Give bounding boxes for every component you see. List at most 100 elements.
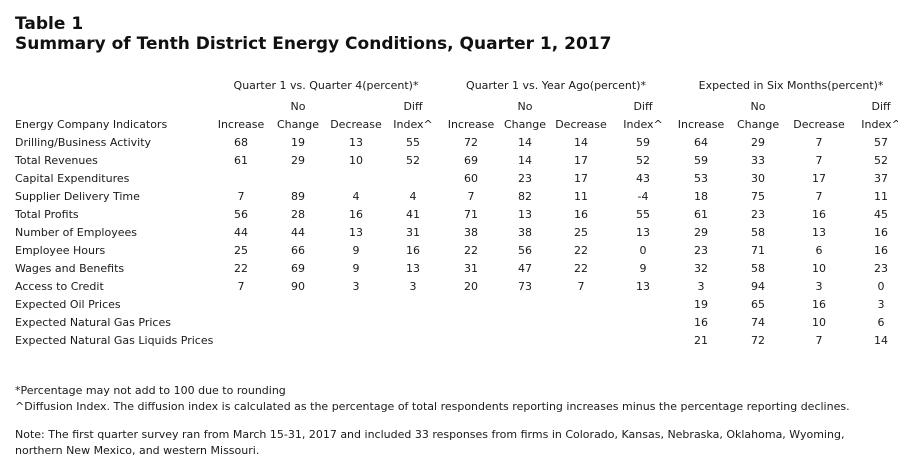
table-cell: 7 [237, 280, 245, 293]
table-row: Total Revenues 61 29 10 52 69 14 17 52 59 33 7 52 [12, 152, 898, 170]
table-cell: 13 [406, 262, 420, 275]
subheader-top-cell: No [750, 100, 766, 113]
table-cell [502, 314, 548, 332]
table-cell [270, 314, 326, 332]
table-cell: 13 [349, 226, 363, 239]
table-cell: 69 [291, 262, 305, 275]
table-cell: 16 [406, 244, 420, 257]
table-cell: 18 [694, 190, 709, 203]
column-header: Change [276, 118, 320, 131]
table-cell: 14 [518, 154, 532, 167]
table-cell: 31 [464, 262, 478, 275]
table-cell [270, 296, 326, 314]
table-cell: 17 [574, 172, 588, 185]
table-cell: 7 [577, 280, 585, 293]
table-cell [440, 296, 502, 314]
table-row: Supplier Delivery Time 7 89 4 4 7 82 11 -4 18 75 7 1… [12, 188, 898, 206]
energy-conditions-table: Quarter 1 vs. Quarter 4(percent)* Quarte… [12, 74, 898, 350]
table-cell: 9 [639, 262, 647, 275]
table-cell: 0 [877, 280, 885, 293]
table-cell: 16 [694, 316, 709, 329]
table-cell: 20 [464, 280, 478, 293]
table-cell [614, 314, 672, 332]
table-cell: 75 [751, 190, 766, 203]
table-cell: 71 [751, 244, 766, 257]
row-label: Employee Hours [15, 244, 106, 257]
table-cell: 16 [874, 244, 889, 257]
table-cell: 52 [874, 154, 889, 167]
subheader-top-cell: Diff [633, 100, 653, 113]
table-cell [614, 296, 672, 314]
subheader-top-cell: No [517, 100, 533, 113]
table-cell: 65 [751, 298, 766, 311]
table-cell: 52 [406, 154, 420, 167]
table-cell: 4 [352, 190, 360, 203]
column-header: Index^ [393, 118, 433, 131]
table-cell: 17 [812, 172, 827, 185]
table-cell: 3 [697, 280, 705, 293]
subheader-top-cell [548, 98, 614, 116]
row-label: Total Profits [15, 208, 79, 221]
table-cell: 10 [812, 262, 827, 275]
table-cell: 23 [518, 172, 532, 185]
table-cell: 7 [815, 190, 823, 203]
row-header-label: Energy Company Indicators [15, 118, 168, 131]
footnotes: *Percentage may not add to 100 due to ro… [15, 383, 850, 459]
table-cell: 0 [639, 244, 647, 257]
table-cell: 38 [518, 226, 532, 239]
subheader-top-cell [786, 98, 852, 116]
table-cell [326, 332, 386, 350]
table-cell: 44 [234, 226, 248, 239]
table-cell: 90 [291, 280, 305, 293]
column-header: Change [503, 118, 547, 131]
table-cell: 10 [812, 316, 827, 329]
table-cell: 31 [406, 226, 420, 239]
column-header: Decrease [793, 118, 845, 131]
table-cell: 7 [815, 136, 823, 149]
table-cell: 72 [464, 136, 478, 149]
table-cell: 29 [291, 154, 305, 167]
table-row: Expected Natural Gas Liquids Prices 21 72 7… [12, 332, 898, 350]
table-cell: 82 [518, 190, 532, 203]
column-header: Index^ [861, 118, 898, 131]
table-cell: 47 [518, 262, 532, 275]
table-cell: 32 [694, 262, 709, 275]
row-label: Expected Natural Gas Prices [15, 316, 171, 329]
table-cell: 19 [694, 298, 709, 311]
subheader-top-row: No Diff No Diff No Diff [12, 98, 898, 116]
column-header: Index^ [623, 118, 663, 131]
table-cell [270, 170, 326, 188]
table-cell: 74 [751, 316, 766, 329]
table-cell: 16 [574, 208, 588, 221]
row-label: Number of Employees [15, 226, 137, 239]
table-cell: 44 [291, 226, 305, 239]
row-label: Drilling/Business Activity [15, 136, 152, 149]
table-row: Number of Employees 44 44 13 31 38 38 25 13 29 58 1… [12, 224, 898, 242]
table-cell: 43 [636, 172, 651, 185]
table-row: Drilling/Business Activity 68 19 13 55 72 14 14… [12, 134, 898, 152]
table-cell [440, 314, 502, 332]
table-cell: 58 [751, 262, 766, 275]
table-cell: 22 [464, 244, 478, 257]
subheader-top-cell [672, 98, 730, 116]
table-cell [212, 170, 270, 188]
table-cell: 4 [409, 190, 417, 203]
table-cell: 29 [751, 136, 766, 149]
row-label: Supplier Delivery Time [15, 190, 140, 203]
table-cell: 19 [291, 136, 305, 149]
table-cell [548, 296, 614, 314]
table-cell: 13 [636, 280, 651, 293]
table-cell: 23 [694, 244, 709, 257]
table-cell: 68 [234, 136, 248, 149]
table-title: Table 1 [15, 14, 84, 34]
group-header-q1-vs-year-ago: Quarter 1 vs. Year Ago(percent)* [466, 79, 646, 92]
table-cell: 55 [406, 136, 420, 149]
table-cell: 13 [636, 226, 651, 239]
table-cell [614, 332, 672, 350]
table-cell [386, 170, 440, 188]
table-cell: 23 [874, 262, 889, 275]
table-cell: 11 [574, 190, 588, 203]
row-label: Expected Natural Gas Liquids Prices [15, 334, 214, 347]
group-header-q1-vs-q4: Quarter 1 vs. Quarter 4(percent)* [233, 79, 419, 92]
table-cell [326, 314, 386, 332]
